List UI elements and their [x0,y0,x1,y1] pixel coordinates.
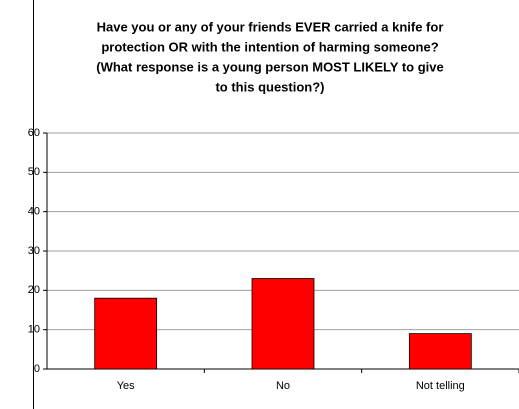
y-tick-label: 60 [28,127,40,139]
chart-title: Have you or any of your friends EVER car… [97,19,444,34]
x-tick-label: Not telling [416,380,465,392]
y-tick-label: 40 [28,206,40,218]
x-tick-label: Yes [117,380,135,392]
bar [94,297,158,370]
chart-title: (What response is a young person MOST LI… [96,59,443,74]
y-tick-label: 50 [28,166,40,178]
chart-title: protection OR with the intention of harm… [101,39,438,54]
y-tick-label: 10 [28,324,40,336]
x-tick-label: No [276,380,290,392]
y-tick-label: 0 [34,363,40,375]
bar [408,333,472,370]
bar [251,278,315,370]
y-tick-label: 20 [28,284,40,296]
chart-title: to this question?) [215,79,324,94]
y-tick-label: 30 [28,245,40,257]
